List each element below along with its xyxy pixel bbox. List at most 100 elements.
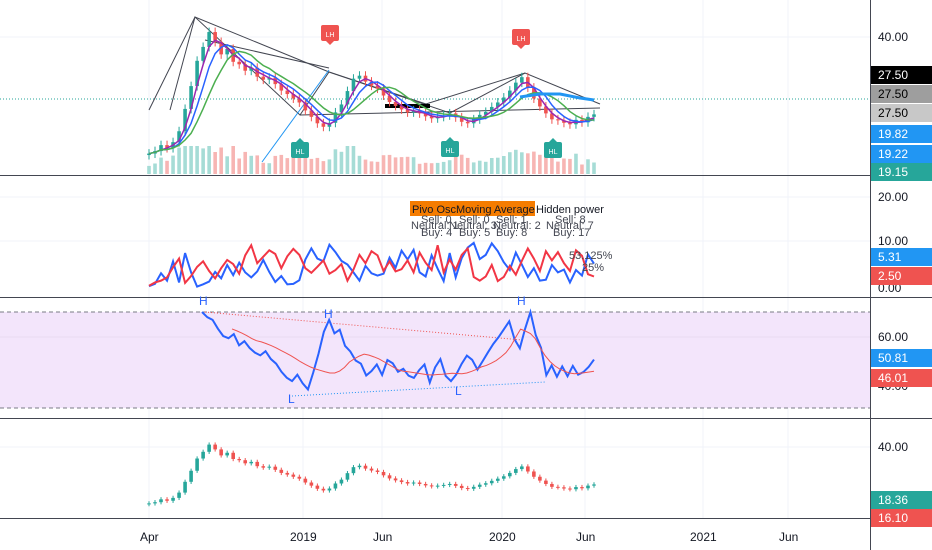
price-pane[interactable]: LH LH HL HL HL 40.00 27.50 27.50 27.50 19.82 19.…: [0, 16, 932, 181]
volume-bar: [586, 159, 590, 174]
price2-candle: [183, 481, 187, 493]
price-candle: [465, 121, 470, 124]
price2-pane[interactable]: 40.00 18.36 16.10: [0, 440, 932, 527]
price2-candle: [363, 465, 368, 469]
rsi-band: [0, 312, 870, 408]
volume-bar: [453, 156, 458, 174]
signal-markers[interactable]: LH LH HL HL HL: [291, 25, 562, 158]
volume-bar: [177, 147, 181, 174]
price2-candle: [279, 469, 284, 473]
volume-bar: [327, 159, 332, 174]
pivot-label: H: [517, 294, 526, 308]
price2-value-label: 18.36: [878, 493, 908, 507]
signal-marker-label: HL: [549, 149, 558, 156]
volume-bar: [381, 155, 386, 174]
price2-candle: [538, 476, 542, 481]
x-axis[interactable]: Apr 2019 Jun 2020 Jun 2021 Jun: [140, 530, 798, 544]
buy-signal-marker[interactable]: HL: [544, 138, 562, 158]
price-candle: [592, 114, 596, 117]
price2-candle: [574, 487, 578, 490]
price-candle: [538, 98, 542, 107]
volume-bar: [441, 161, 446, 174]
price-candle: [357, 75, 362, 79]
price2-value-label-bg: [871, 491, 932, 509]
price2-candle: [405, 482, 410, 484]
buy-signal-marker[interactable]: HL: [291, 138, 309, 158]
volume-bar: [189, 146, 193, 174]
volume-bar: [339, 151, 344, 174]
moving-average-line: [148, 39, 595, 155]
price2-candle: [171, 497, 175, 501]
price2-candle: [417, 482, 422, 484]
volume-bar: [508, 152, 512, 174]
price2-candle: [327, 488, 332, 491]
price-candle: [333, 112, 338, 123]
volume-bar: [393, 157, 398, 174]
volume-bar: [225, 156, 229, 174]
price-candle: [147, 153, 151, 156]
annotation-moving-average: Moving Average: [456, 204, 535, 216]
annotation-neutral-4: Neutral: 7: [546, 220, 594, 232]
oscillator-value-label-bg: [871, 267, 932, 285]
price-label-bg: [871, 163, 932, 181]
price2-candle: [321, 488, 326, 491]
oscillator-value-label: 2.50: [878, 269, 902, 283]
annotation-buy-1: Buy: 4: [421, 227, 452, 239]
price-candle: [345, 91, 350, 105]
price2-candle: [255, 461, 260, 467]
volume-bar: [574, 153, 578, 174]
x-tick-jun: Jun: [373, 530, 392, 544]
price-candle: [520, 77, 524, 83]
annotation-highlight: [410, 201, 535, 216]
price-candle: [159, 145, 163, 152]
volume-bar: [387, 154, 392, 174]
annotation-percent-2: 25%: [582, 262, 604, 274]
buy-signal-marker[interactable]: HL: [441, 137, 459, 157]
price2-candle: [544, 480, 548, 484]
price2-candle: [243, 460, 248, 464]
volume-bar: [165, 160, 169, 174]
price2-value-labels: 18.36 16.10: [871, 491, 932, 527]
rsi-value-label: 50.81: [878, 351, 908, 365]
volume-bar: [580, 164, 584, 174]
annotation-buy-2: Buy: 5: [459, 227, 490, 239]
x-tick-2019: 2019: [290, 530, 317, 544]
annotation-buy-4: Buy: 17: [553, 227, 590, 239]
price-label: 19.82: [878, 127, 908, 141]
price2-candle: [399, 480, 404, 483]
volume-bar: [483, 161, 488, 174]
price2-candle: [568, 488, 572, 490]
price2-y-tick: 40.00: [878, 440, 908, 454]
price-candle: [189, 86, 193, 109]
price-candle: [501, 97, 506, 103]
price-label: 27.50: [878, 68, 908, 82]
volume-bar: [405, 156, 410, 174]
price2-candle: [231, 452, 235, 459]
volume-bar: [363, 159, 368, 174]
volume-bar: [207, 146, 211, 174]
volume-bar: [459, 154, 464, 174]
price2-candle: [159, 499, 163, 503]
annotation-neutral-3: Neutral: 2: [493, 220, 541, 232]
volume-bar: [526, 153, 530, 174]
price-candle: [381, 88, 386, 96]
price-candle: [556, 119, 560, 121]
price-candle: [165, 145, 169, 149]
trendline: [261, 69, 330, 163]
price2-candle: [435, 485, 440, 487]
sell-signal-marker[interactable]: LH: [321, 25, 339, 45]
volume-bar: [514, 149, 518, 174]
volume-bar: [417, 163, 422, 174]
price-candle: [237, 61, 242, 65]
rsi-value-label: 46.01: [878, 371, 908, 385]
volume-bar: [495, 157, 500, 174]
rsi-y-tick-60: 60.00: [878, 330, 908, 344]
sell-signal-marker[interactable]: LH: [512, 29, 530, 49]
volume-bar: [501, 156, 506, 174]
volume-bar: [544, 155, 548, 174]
oscillator-pane[interactable]: Pivo Osc Moving Average Hidden power Sel…: [0, 190, 932, 295]
volume-bar: [556, 161, 560, 174]
moving-average-line: [148, 50, 595, 155]
